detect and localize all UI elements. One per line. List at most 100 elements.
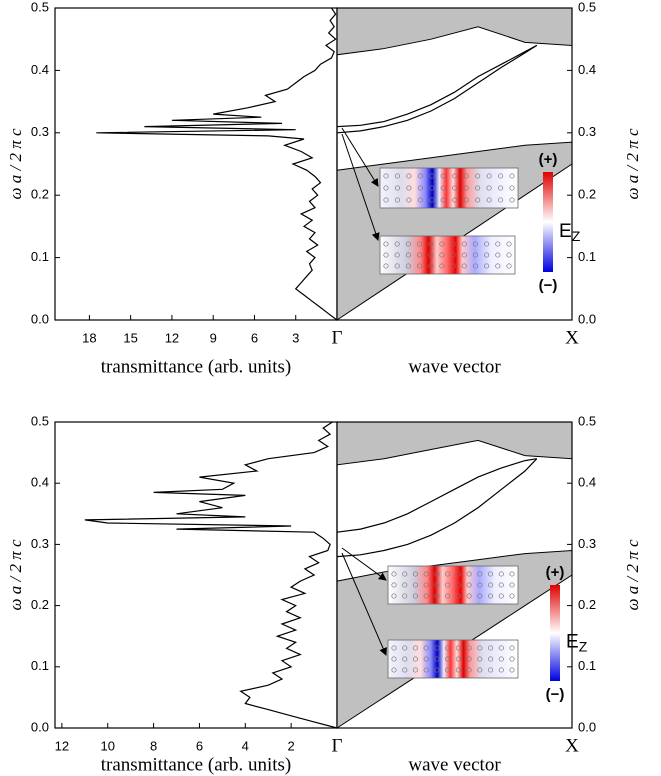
rod [498,667,504,673]
rod [434,571,440,577]
rod [477,667,483,673]
rod [402,571,408,577]
x-tick-label: 6 [251,330,258,345]
rod [506,263,512,269]
y-axis-label: ω a / 2 π c [623,128,642,199]
field-inset [379,235,516,275]
transmittance-line [96,7,338,321]
rod [498,582,504,588]
rod [466,571,472,577]
rod [466,582,472,588]
rod [497,197,504,203]
x-tick-label: 2 [288,738,295,753]
rod [466,593,472,599]
field-symbol: E [559,221,572,242]
x-axis-label: transmittance (arb. units) [101,356,291,377]
rod [475,185,481,191]
rod [417,197,423,203]
rod [445,667,451,673]
y-tick-label: 0.4 [578,62,596,77]
rod [417,185,423,191]
rod [498,593,504,599]
defect-band [336,458,537,533]
rod [475,197,481,203]
y-axis-label: ω a / 2 π c [6,128,25,199]
x-tick-label: 3 [292,330,299,345]
rod [445,656,451,662]
rod [495,252,501,258]
rod [484,252,490,258]
rod [383,252,389,258]
field-subscript: Z [579,638,588,654]
rod [472,241,479,247]
rod [487,656,494,662]
rod [445,571,451,577]
rod [428,252,434,258]
rod [506,241,512,247]
arrow [341,547,387,581]
colorbar-label: EZ [559,221,581,244]
rod [486,173,492,179]
x-tick-label: 4 [242,738,249,753]
rod [445,593,451,599]
rod [509,593,515,599]
rod [509,197,515,203]
rod [461,252,467,258]
rod [391,582,397,588]
y-tick-label: 0.2 [31,187,49,202]
rod [497,185,504,191]
rod [412,582,419,588]
rod [423,645,429,651]
field-subscript: Z [572,228,581,244]
rod [429,185,435,191]
defect-band [336,44,538,134]
x-axis-label: wave vector [408,754,501,775]
rod [416,252,423,258]
field-pattern [387,639,519,679]
rod [509,571,515,577]
rod [391,593,397,599]
x-tick-label: Γ [332,327,343,348]
plot-frame [336,421,573,729]
rod [463,185,469,191]
transmittance-line [84,421,338,729]
rod [383,241,389,247]
panel: 0.0 0.1 0.2 0.3 0.4 0.5 12 10 8 6 4 2transmittance … [6,413,338,775]
y-axis-label: ω a / 2 π c [6,539,25,610]
rod [416,241,423,247]
y-tick-label: 0.3 [31,536,49,551]
rod [463,197,469,203]
rod [477,656,483,662]
rod [487,645,494,651]
x-tick-label: X [565,735,579,756]
field-symbol: E [566,632,579,653]
y-tick-label: 0.4 [31,475,49,490]
rod [445,645,451,651]
rod [423,582,429,588]
rod [452,197,458,203]
colorbar-bottom: (−) [546,686,565,703]
rod [455,571,461,577]
rod [394,173,401,179]
rod [416,263,423,269]
rod [439,263,445,269]
rod [455,645,461,651]
rod [394,252,400,258]
rod [439,241,445,247]
rod [391,656,397,662]
rod [486,197,492,203]
rod [423,667,429,673]
y-tick-label: 0.1 [578,249,596,264]
rod [428,263,434,269]
rod [477,593,483,599]
rod [394,263,400,269]
rod [455,582,461,588]
rod [405,241,411,247]
y-tick-label: 0.2 [578,187,596,202]
band-region [336,7,573,56]
colorbar-top: (+) [546,564,565,581]
rod [477,645,483,651]
y-tick-label: 0.4 [578,475,596,490]
rod [506,252,512,258]
